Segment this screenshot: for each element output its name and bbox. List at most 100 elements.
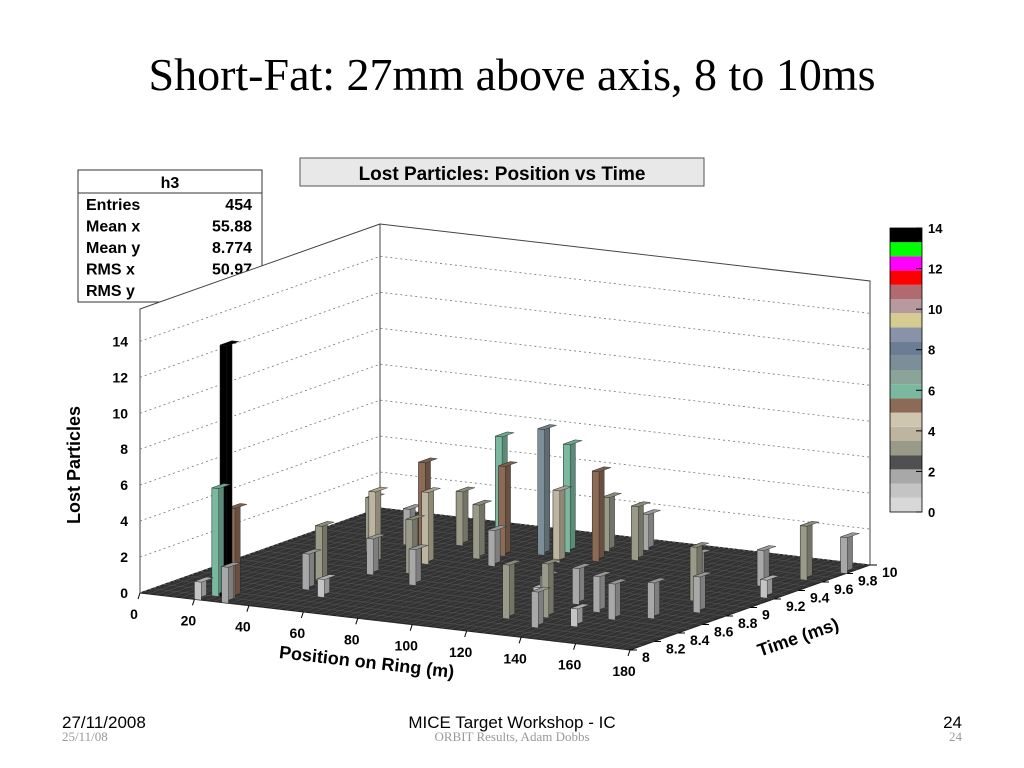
slide-title: Short-Fat: 27mm above axis, 8 to 10ms <box>148 49 875 100</box>
x-tick <box>518 637 522 644</box>
bar-front <box>800 525 808 581</box>
bar-front <box>317 578 325 598</box>
x-tick <box>409 624 413 631</box>
colorbar-cell <box>890 426 922 441</box>
bar <box>487 525 508 567</box>
bar-top <box>418 457 438 464</box>
colorbar-tick-label: 2 <box>928 464 935 479</box>
y-tick-label: 8.8 <box>738 615 758 631</box>
bar-top <box>541 558 561 565</box>
stats-title: h3 <box>161 175 180 192</box>
footer-page: 24 <box>943 713 962 732</box>
footer-sub-date: 25/11/08 <box>62 729 108 744</box>
bar <box>693 571 713 614</box>
bar-top <box>593 571 612 577</box>
bar <box>592 571 612 613</box>
bar-front <box>502 564 510 620</box>
footer-center: MICE Target Workshop - IC <box>408 713 615 732</box>
bar-front <box>194 581 202 601</box>
bar <box>472 499 492 560</box>
colorbar-tick-label: 6 <box>928 383 935 398</box>
bar <box>455 486 475 547</box>
colorbar-cell <box>890 469 922 484</box>
bar <box>800 521 820 581</box>
bar-front <box>760 579 768 599</box>
colorbar-tick-label: 4 <box>928 424 936 439</box>
bar-front <box>537 428 545 556</box>
bar-top <box>572 563 592 569</box>
floor-grid <box>175 580 667 638</box>
colorbar-cell <box>890 242 922 257</box>
bar-front <box>421 491 429 565</box>
bar <box>502 559 522 620</box>
bar <box>608 578 628 621</box>
stats-label: Mean x <box>86 219 140 236</box>
bar-top <box>602 492 622 498</box>
bar <box>537 424 557 556</box>
bar-top <box>456 486 475 493</box>
bar-top <box>800 521 820 527</box>
bar <box>631 501 651 561</box>
x-tick-label: 100 <box>395 638 419 654</box>
bar-top <box>537 424 557 430</box>
x-tick-label: 40 <box>235 619 251 635</box>
bar-top <box>608 578 628 585</box>
bar-top <box>221 562 241 568</box>
colorbar-tick-label: 10 <box>928 302 942 317</box>
bar-front <box>366 538 374 576</box>
z-tick-label: 12 <box>112 369 128 385</box>
y-tick-label: 8 <box>642 649 650 665</box>
stats-value: 8.774 <box>212 240 252 257</box>
x-tick-label: 60 <box>290 625 306 641</box>
bar-top <box>228 503 248 509</box>
bar-front <box>211 487 219 597</box>
bar-top <box>570 603 590 610</box>
footer-sub-page: 24 <box>949 729 963 744</box>
bar-top <box>552 485 572 492</box>
bar-front <box>408 548 417 586</box>
bar-front <box>570 607 578 628</box>
bar-top <box>302 548 322 555</box>
bar-front <box>592 470 600 562</box>
floor-grid <box>271 546 763 604</box>
x-tick <box>191 599 195 606</box>
colorbar-cell <box>890 441 922 456</box>
bar <box>570 603 590 628</box>
y-tick-label: 10 <box>882 564 898 580</box>
bar <box>408 544 428 586</box>
bar <box>317 574 337 598</box>
bar <box>552 485 572 564</box>
bar-top <box>592 466 612 473</box>
footer-date: 27/11/2008 <box>62 713 146 732</box>
bar <box>302 548 322 591</box>
bar-front <box>608 583 616 621</box>
bar-top <box>421 487 441 493</box>
z-tick-label: 14 <box>112 333 128 349</box>
bar <box>572 563 592 605</box>
x-tick <box>464 630 468 638</box>
z-tick-label: 4 <box>120 513 128 529</box>
bar <box>315 521 335 581</box>
colorbar-cell <box>890 497 922 512</box>
z-tick-label: 6 <box>120 477 128 493</box>
bar <box>531 586 551 629</box>
bar <box>647 577 667 620</box>
colorbar-cell <box>890 284 922 299</box>
colorbar-cell <box>890 341 922 356</box>
colorbar-tick-label: 14 <box>928 221 943 236</box>
chart-title-box <box>299 157 705 187</box>
bar <box>760 574 780 599</box>
bar-top <box>211 483 231 489</box>
bar <box>221 562 241 604</box>
bar-top <box>405 514 425 521</box>
colorbar-cell <box>890 384 922 399</box>
floor-grid <box>187 575 679 634</box>
bar-top <box>760 574 780 581</box>
bar-top <box>315 521 335 527</box>
stats-value: 55.88 <box>212 219 252 236</box>
z-axis-title: Lost Particles <box>64 406 84 524</box>
stats-label: Entries <box>86 197 140 214</box>
bar-top <box>531 586 551 593</box>
